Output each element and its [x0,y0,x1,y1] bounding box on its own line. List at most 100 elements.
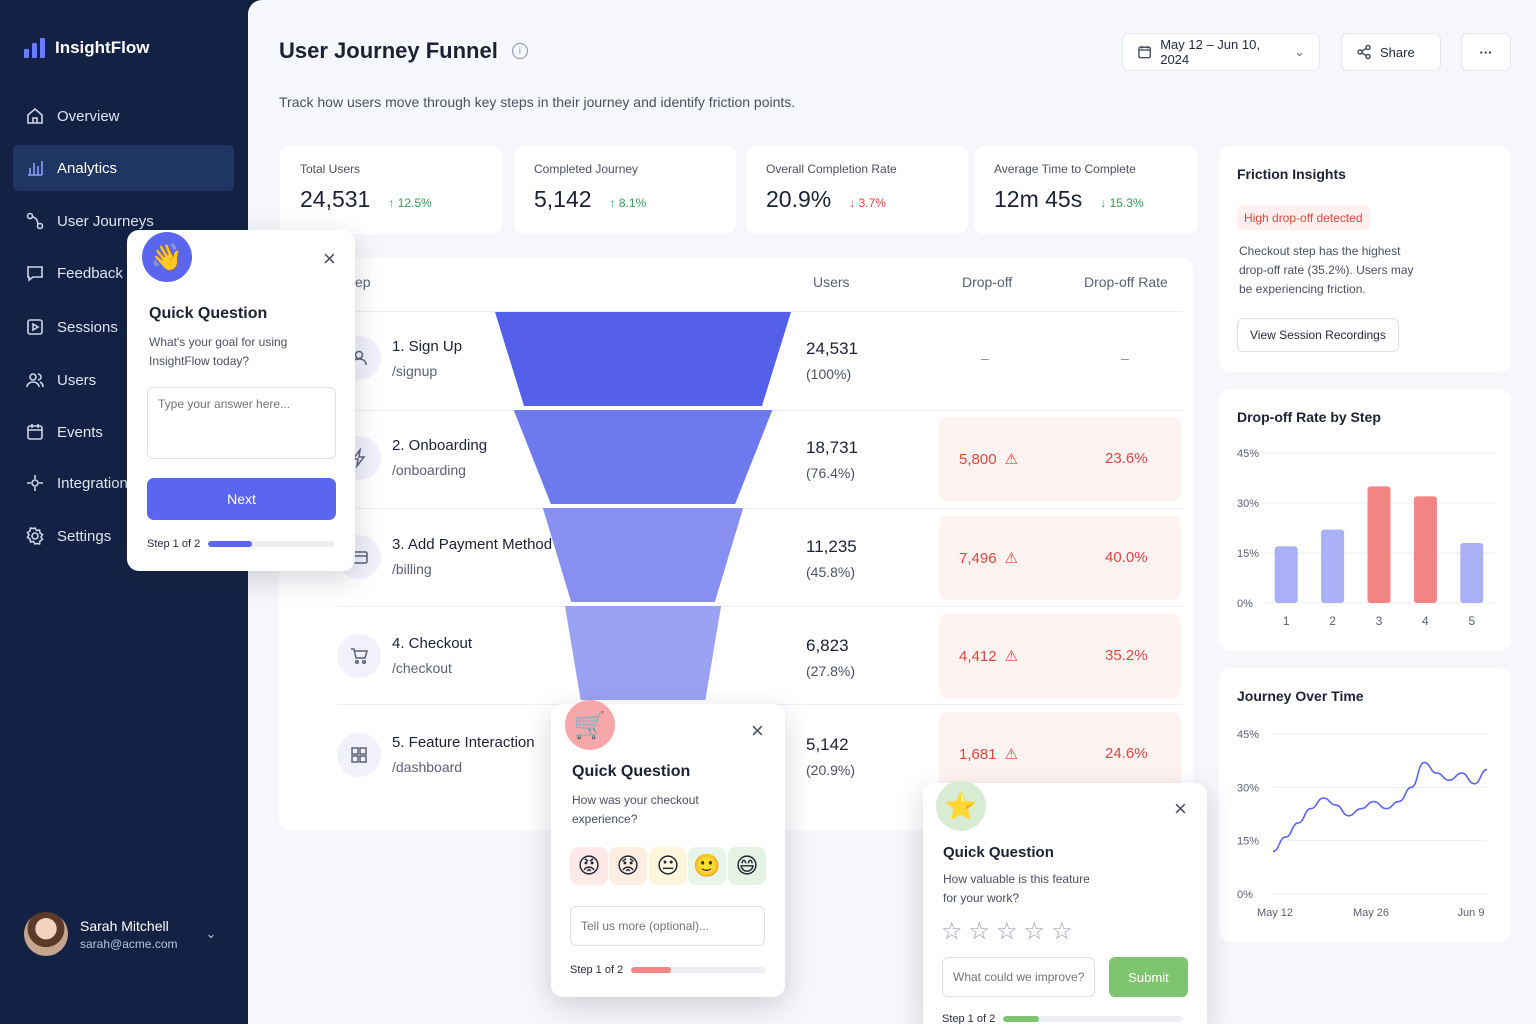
star-icon[interactable]: ☆ [941,918,963,945]
dropoff-highlight [939,516,1181,600]
step-users: 5,142 [806,735,849,754]
sidebar-item-feedback[interactable]: Feedback [13,250,234,296]
stat-card-completed-journey: Completed Journey 5,142 ↑ 8.1% [514,146,736,234]
step-name[interactable]: 1. Sign Up [392,338,463,355]
card-title: Journey Over Time [1237,688,1364,704]
y-tick-label: 0% [1237,598,1253,610]
avatar [24,912,68,956]
quick-question-popup-goal: 👋 × Quick Question What's your goal for … [127,230,355,571]
step-users-pct: (76.4%) [806,465,856,481]
more-icon: ··· [1479,44,1493,60]
close-icon[interactable]: × [323,246,336,271]
funnel-segment[interactable] [542,508,744,602]
sidebar-item-users[interactable]: Users [13,357,234,403]
sidebar-item-settings[interactable]: Settings [13,513,234,559]
insight-text: Checkout step has the highest drop-off r… [1239,244,1414,296]
sidebar-item-label: Sessions [57,318,118,336]
rating-neutral-icon[interactable]: 😐 [649,847,687,885]
step-path: /onboarding [392,462,466,478]
sidebar-item-integrations[interactable]: Integrations [13,460,234,506]
sidebar-item-overview[interactable]: Overview [13,93,234,139]
column-header-users: Users [813,274,850,290]
sidebar-item-sessions[interactable]: Sessions [13,304,234,350]
sidebar-item-user-journeys[interactable]: User Journeys [13,198,234,244]
divider [337,311,1183,312]
x-tick-label: Jun 9 [1458,907,1485,919]
warning-icon: ⚠ [1004,451,1018,468]
chevron-down-icon[interactable]: ⌄ [205,926,217,941]
date-range-label: May 12 – Jun 10, 2024 [1160,37,1260,67]
view-session-recordings-button[interactable]: View Session Recordings [1237,318,1399,352]
improve-input[interactable] [942,957,1095,997]
dropoff-highlight [939,417,1181,501]
close-icon[interactable]: × [751,718,764,743]
sidebar-item-analytics[interactable]: Analytics [13,145,234,191]
step-name[interactable]: 4. Checkout [392,635,473,652]
bar[interactable] [1274,546,1298,603]
step-name[interactable]: 3. Add Payment Method [392,536,553,553]
brand[interactable]: InsightFlow [24,38,149,58]
stat-label: Total Users [300,162,361,176]
star-rating[interactable]: ☆ ☆ ☆ ☆ ☆ [941,917,1073,946]
user-menu[interactable]: Sarah Mitchell sarah@acme.com ⌄ [24,912,224,956]
rating-bad-icon[interactable]: 😟 [609,847,647,885]
step-indicator: Step 1 of 2 [147,538,201,550]
y-tick-label: 0% [1237,889,1253,901]
star-icon[interactable]: ☆ [996,918,1018,945]
step-dropoff: 5,800 ⚠ [959,450,1018,469]
stat-value: 5,142 [534,186,592,212]
rating-good-icon[interactable]: 🙂 [688,847,726,885]
x-tick-label: May 12 [1257,907,1293,919]
stat-card-total-users: Total Users 24,531 ↑ 12.5% [280,146,502,234]
answer-input[interactable] [147,387,336,459]
stat-change: ↑ 8.1% [609,196,647,210]
funnel-segment[interactable] [513,410,773,504]
y-tick-label: 45% [1237,448,1259,460]
cart-icon [337,634,381,678]
progress-bar [1003,1016,1184,1022]
close-icon[interactable]: × [1174,796,1187,821]
x-tick-label: 5 [1468,614,1475,628]
date-range-picker[interactable]: May 12 – Jun 10, 2024 ⌄ [1122,33,1320,71]
warning-icon: ⚠ [1004,648,1018,665]
sidebar-item-events[interactable]: Events [13,409,234,455]
dropoff-highlight [939,712,1181,796]
rating-very-bad-icon[interactable]: 😡 [570,847,608,885]
bar[interactable] [1321,529,1345,603]
step-name[interactable]: 2. Onboarding [392,437,488,454]
arrow-up-icon: ↑ [609,196,619,210]
sessions-icon [27,319,43,335]
info-icon[interactable]: i [511,43,528,59]
x-tick-label: 3 [1376,614,1383,628]
cart-icon: 🛒 [565,700,615,750]
home-icon [27,107,43,124]
share-label: Share [1380,44,1415,60]
step-users: 24,531 [806,339,858,358]
share-button[interactable]: Share [1341,33,1441,71]
submit-button[interactable]: Submit [1109,957,1188,997]
star-icon[interactable]: ☆ [1023,918,1046,945]
rating-very-good-icon[interactable]: 😄 [728,847,766,885]
funnel-segment[interactable] [564,606,722,700]
brand-name: InsightFlow [55,38,150,57]
step-name[interactable]: 5. Feature Interaction [392,734,535,751]
more-options-button[interactable]: ··· [1461,33,1511,71]
step-dropoff-rate: 24.6% [1105,745,1148,762]
stat-card-completion-rate: Overall Completion Rate 20.9% ↓ 3.7% [746,146,968,234]
comment-input[interactable] [570,906,765,946]
chevron-down-icon: ⌄ [1294,44,1305,59]
funnel-segment[interactable] [495,312,791,406]
star-icon[interactable]: ☆ [1051,918,1073,945]
popup-title: Quick Question [943,844,1054,861]
next-button[interactable]: Next [147,478,336,520]
stat-label: Overall Completion Rate [766,162,897,176]
stat-change: ↑ 12.5% [388,196,432,210]
calendar-icon [1138,45,1152,59]
bar[interactable] [1460,543,1484,603]
y-tick-label: 30% [1237,498,1259,510]
popup-title: Quick Question [572,763,691,780]
column-header-dropoff-rate: Drop-off Rate [1084,274,1168,290]
bar[interactable] [1413,496,1437,603]
bar[interactable] [1367,486,1391,603]
star-icon[interactable]: ☆ [968,918,991,945]
